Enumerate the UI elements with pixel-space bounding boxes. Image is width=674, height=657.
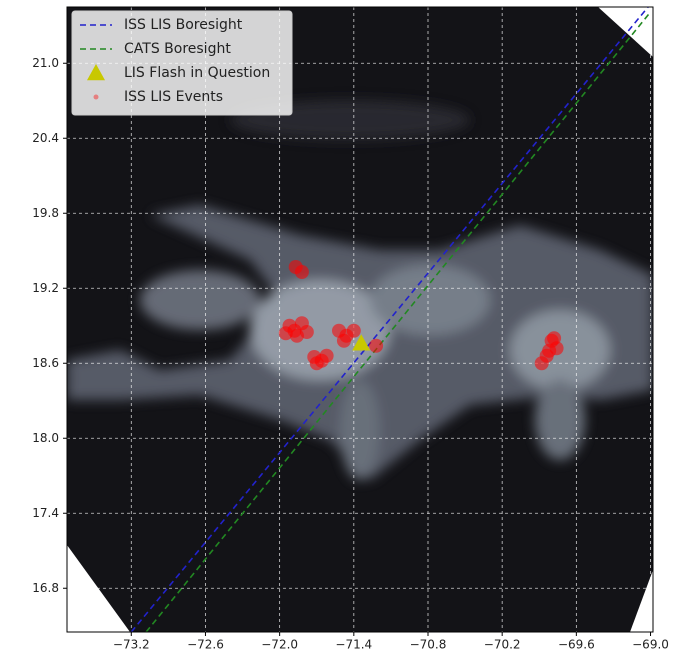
y-tick-label: 21.0 [32,56,59,70]
legend-label: ISS LIS Boresight [124,17,243,33]
event-dot [347,324,361,338]
legend: ISS LIS Boresight CATS Boresight LIS Flash… [72,11,292,115]
chart: ISS LIS Boresight CATS Boresight LIS Flash… [0,0,674,653]
event-dot [547,331,561,345]
x-tick-label: −70.8 [410,638,447,652]
x-tick-label: −69.0 [632,638,669,652]
x-tick-label: −72.6 [187,638,224,652]
y-tick-label: 19.2 [32,281,59,295]
y-tick-label: 20.4 [32,131,59,145]
x-tick-label: −72.0 [261,638,298,652]
legend-label: ISS LIS Events [124,89,223,105]
x-tick-label: −69.6 [558,638,595,652]
event-dot [337,334,351,348]
x-tick-label: −71.4 [335,638,372,652]
event-dot [279,326,293,340]
y-tick-label: 17.4 [32,506,59,520]
y-tick-label: 18.0 [32,431,59,445]
event-dot [310,356,324,370]
legend-swatch [94,95,99,100]
event-dot [369,339,383,353]
event-dot [542,344,556,358]
y-tick-label: 19.8 [32,206,59,220]
x-tick-label: −70.2 [484,638,521,652]
x-tick-label: −73.2 [113,638,150,652]
legend-label: LIS Flash in Question [124,65,270,81]
legend-label: CATS Boresight [124,41,231,57]
y-tick-label: 18.6 [32,356,59,370]
y-tick-label: 16.8 [32,581,59,595]
event-dot [295,265,309,279]
event-dot [535,356,549,370]
